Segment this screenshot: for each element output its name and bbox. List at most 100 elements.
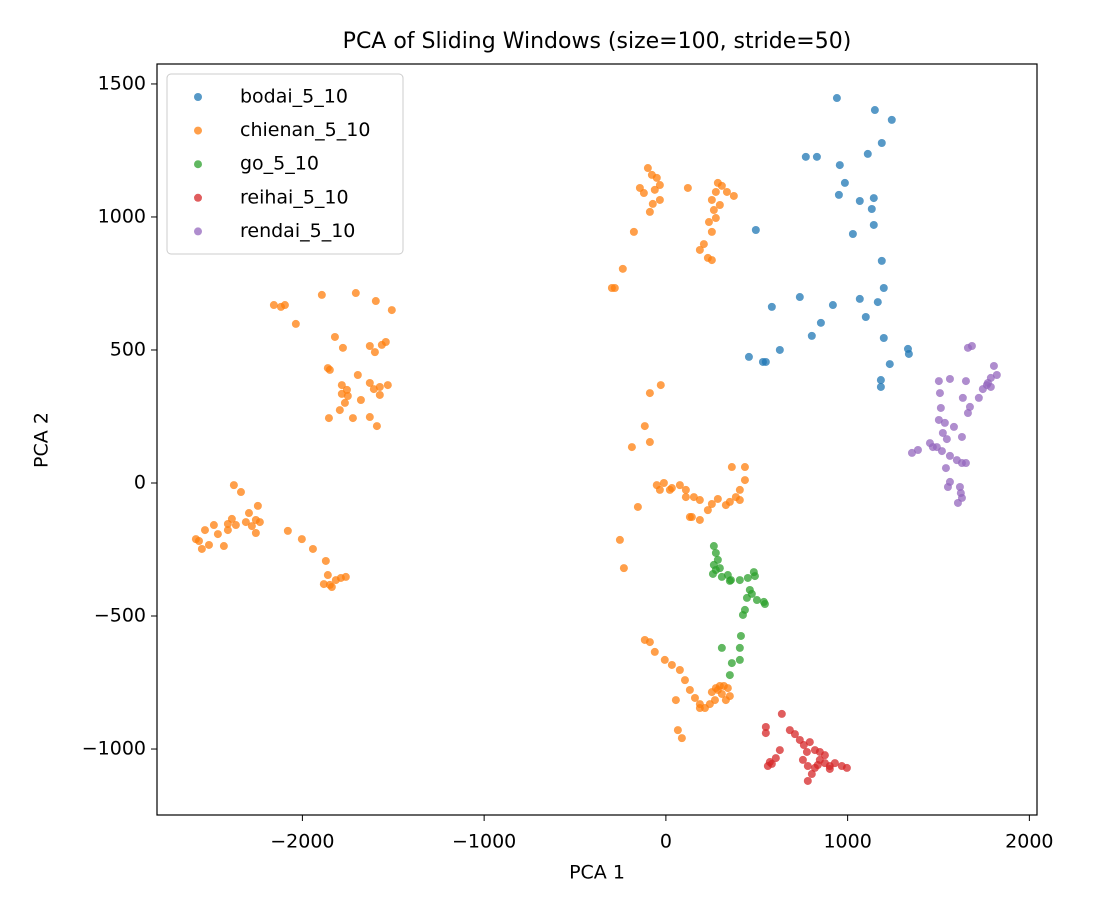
point	[840, 178, 849, 187]
point	[683, 183, 692, 192]
point	[695, 245, 704, 254]
point	[887, 115, 896, 124]
y-axis-label: PCA 2	[31, 412, 53, 468]
point	[709, 542, 718, 551]
point	[876, 376, 885, 385]
point	[685, 685, 694, 694]
point	[348, 414, 357, 423]
legend: bodai_5_10 chienan_5_10 go_5_10 reihai_5_10…	[166, 73, 404, 255]
point	[801, 152, 810, 161]
point	[775, 746, 784, 755]
point	[743, 573, 752, 582]
point	[885, 360, 894, 369]
point	[365, 378, 374, 387]
point	[775, 345, 784, 354]
point	[863, 149, 872, 158]
point	[790, 730, 799, 739]
legend-marker	[194, 193, 202, 202]
point	[842, 763, 851, 772]
point	[610, 283, 619, 292]
point	[695, 515, 704, 524]
point	[752, 596, 761, 605]
point	[943, 482, 952, 491]
point	[204, 540, 213, 549]
point	[725, 576, 734, 585]
point	[335, 406, 344, 415]
point	[671, 696, 680, 705]
point	[707, 256, 716, 265]
point	[690, 693, 699, 702]
point	[655, 485, 664, 494]
point	[695, 704, 704, 713]
point	[639, 189, 648, 198]
x-tick-label: −2000	[270, 831, 334, 853]
y-tick-label: −1000	[82, 738, 146, 760]
point	[681, 493, 690, 502]
point	[877, 139, 886, 148]
point	[325, 365, 334, 374]
point	[986, 382, 995, 391]
point	[715, 200, 724, 209]
point	[707, 688, 716, 697]
point	[219, 542, 228, 551]
point	[365, 341, 374, 350]
point	[650, 185, 659, 194]
point	[717, 181, 726, 190]
point	[197, 544, 206, 553]
point	[934, 377, 943, 386]
point	[830, 759, 839, 768]
point	[807, 770, 816, 779]
point	[330, 332, 339, 341]
point	[735, 496, 744, 505]
point	[297, 535, 306, 544]
point	[675, 481, 684, 490]
point	[340, 398, 349, 407]
point	[798, 755, 807, 764]
point	[855, 197, 864, 206]
point	[711, 548, 720, 557]
point	[992, 370, 1001, 379]
point	[687, 513, 696, 522]
point	[280, 301, 289, 310]
point	[707, 227, 716, 236]
point	[727, 463, 736, 472]
point	[675, 666, 684, 675]
point	[813, 760, 822, 769]
point	[667, 660, 676, 669]
point	[387, 306, 396, 315]
point	[665, 485, 674, 494]
point	[870, 106, 879, 115]
point	[848, 229, 857, 238]
x-tick-label: 2000	[1005, 831, 1053, 853]
y-tick-label: 1000	[98, 205, 146, 227]
legend-marker	[194, 93, 202, 101]
point	[673, 726, 682, 735]
point	[319, 580, 328, 589]
point	[372, 422, 381, 431]
point	[802, 747, 811, 756]
point	[945, 374, 954, 383]
x-axis-label: PCA 1	[569, 862, 625, 884]
point	[323, 571, 332, 580]
point	[652, 173, 661, 182]
point	[707, 195, 716, 204]
point	[717, 643, 726, 652]
point	[317, 290, 326, 299]
point	[699, 240, 708, 249]
point	[629, 227, 638, 236]
point	[660, 655, 669, 664]
point	[375, 390, 384, 399]
point	[337, 381, 346, 390]
point	[873, 298, 882, 307]
y-tick-label: 500	[110, 338, 146, 360]
point	[760, 600, 769, 609]
point	[343, 392, 352, 401]
point	[738, 610, 747, 619]
point	[807, 331, 816, 340]
point	[803, 762, 812, 771]
point	[655, 195, 664, 204]
point	[351, 289, 360, 298]
point	[381, 338, 390, 347]
point	[750, 572, 759, 581]
point	[825, 764, 834, 773]
